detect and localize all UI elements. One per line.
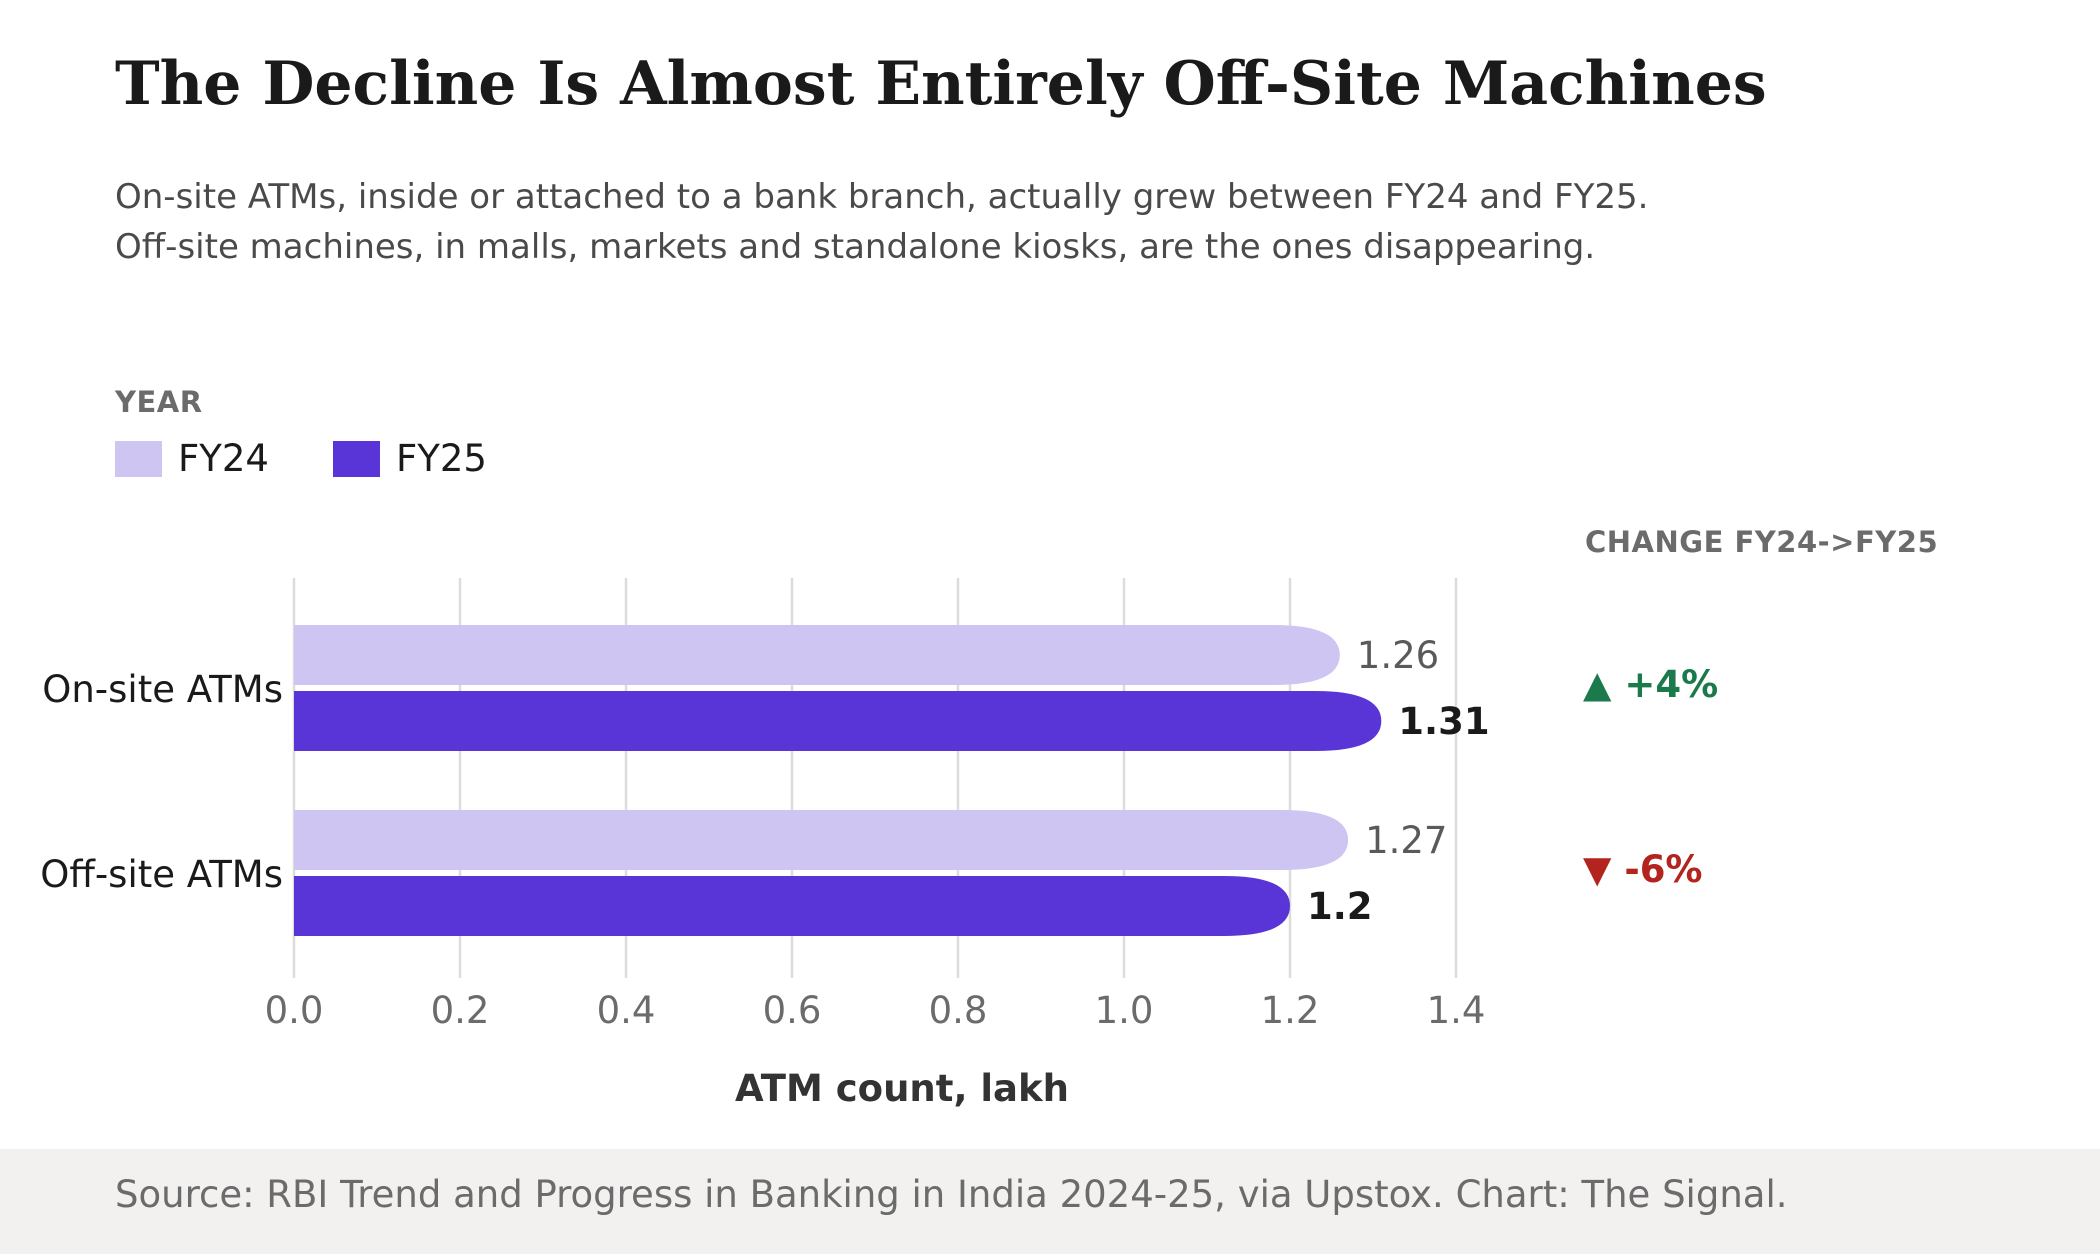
data-label: 1.26 <box>1357 634 1439 677</box>
bar-fy24 <box>294 810 1349 870</box>
bar-fy24 <box>294 625 1340 685</box>
legend-item-fy25: FY25 <box>332 437 487 480</box>
x-tick-label: 1.4 <box>1427 989 1486 1032</box>
data-label: 1.27 <box>1365 819 1447 862</box>
source-note: Source: RBI Trend and Progress in Bankin… <box>115 1173 1788 1216</box>
data-label: 1.31 <box>1398 700 1489 743</box>
legend: FY24 FY25 <box>115 437 551 480</box>
legend-label-fy25: FY25 <box>395 437 487 480</box>
x-tick-label: 0.8 <box>929 989 988 1032</box>
chart-title: The Decline Is Almost Entirely Off-Site … <box>115 49 1767 119</box>
change-on-site: ▲ +4% <box>1583 663 1719 706</box>
x-tick-label: 0.4 <box>597 989 656 1032</box>
x-tick-label: 1.0 <box>1095 989 1154 1032</box>
change-off-site: ▼ -6% <box>1583 848 1703 891</box>
x-tick-label: 0.2 <box>431 989 490 1032</box>
legend-label-fy24: FY24 <box>178 437 269 480</box>
change-column-title: CHANGE FY24->FY25 <box>1585 525 1939 559</box>
category-label: On-site ATMs <box>42 668 283 711</box>
footer: Source: RBI Trend and Progress in Bankin… <box>0 1149 2100 1254</box>
legend-swatch-fy25 <box>332 440 380 477</box>
x-axis-label: ATM count, lakh <box>735 1067 1069 1110</box>
x-tick-label: 1.2 <box>1261 989 1320 1032</box>
legend-swatch-fy24 <box>115 440 162 477</box>
chart-subtitle: On-site ATMs, inside or attached to a ba… <box>115 177 1649 267</box>
bar-fy25 <box>294 876 1290 936</box>
bar-chart: 0.0 0.2 0.4 0.6 0.8 1.0 1.2 1.4 On-site ATMs Off-… <box>40 578 1490 1110</box>
legend-item-fy24: FY24 <box>115 437 269 480</box>
category-label: Off-site ATMs <box>40 853 283 896</box>
x-tick-label: 0.0 <box>265 989 324 1032</box>
data-label: 1.2 <box>1307 885 1373 928</box>
legend-title: YEAR <box>115 385 203 419</box>
bar-fy25 <box>294 691 1382 751</box>
x-tick-label: 0.6 <box>763 989 822 1032</box>
